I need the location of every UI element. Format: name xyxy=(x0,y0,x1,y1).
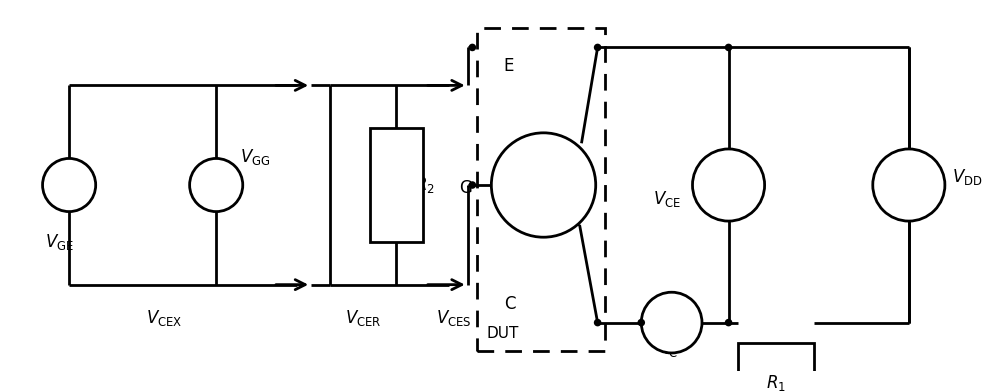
Bar xyxy=(370,128,423,242)
Circle shape xyxy=(641,292,702,353)
Circle shape xyxy=(692,149,765,221)
Circle shape xyxy=(469,181,476,189)
Circle shape xyxy=(491,133,596,237)
Text: $+$: $+$ xyxy=(901,188,916,206)
Text: E: E xyxy=(504,57,514,75)
Circle shape xyxy=(469,44,476,51)
Text: $I_{\rm C}$: $I_{\rm C}$ xyxy=(664,339,679,359)
Circle shape xyxy=(873,149,945,221)
Text: G: G xyxy=(459,179,472,197)
Text: $V_{\rm GE}$: $V_{\rm GE}$ xyxy=(45,232,74,252)
Text: $-$: $-$ xyxy=(902,163,916,181)
Text: $V_{\rm DD}$: $V_{\rm DD}$ xyxy=(952,167,983,187)
Bar xyxy=(738,343,814,385)
Text: $R_{\rm 1}$: $R_{\rm 1}$ xyxy=(766,373,786,391)
Text: V: V xyxy=(63,176,75,194)
Circle shape xyxy=(637,319,645,326)
Text: A: A xyxy=(665,314,678,332)
Text: V: V xyxy=(722,176,735,194)
Circle shape xyxy=(594,319,601,326)
Text: $V_{\rm CER}$: $V_{\rm CER}$ xyxy=(345,308,382,328)
Circle shape xyxy=(594,44,601,51)
Circle shape xyxy=(43,158,96,212)
Text: $-$: $-$ xyxy=(209,185,224,203)
Circle shape xyxy=(190,158,243,212)
Text: $+$: $+$ xyxy=(209,167,224,185)
Text: $V_{\rm CES}$: $V_{\rm CES}$ xyxy=(436,308,471,328)
Text: $V_{\rm GG}$: $V_{\rm GG}$ xyxy=(240,147,270,167)
Text: DUT: DUT xyxy=(487,326,519,341)
Text: $V_{\rm CE}$: $V_{\rm CE}$ xyxy=(653,189,681,209)
Circle shape xyxy=(725,319,732,326)
Circle shape xyxy=(725,44,732,51)
Text: C: C xyxy=(504,295,515,313)
Text: $R_{\rm 2}$: $R_{\rm 2}$ xyxy=(415,175,435,195)
Bar xyxy=(477,29,605,351)
Text: $V_{\rm CEX}$: $V_{\rm CEX}$ xyxy=(146,308,182,328)
